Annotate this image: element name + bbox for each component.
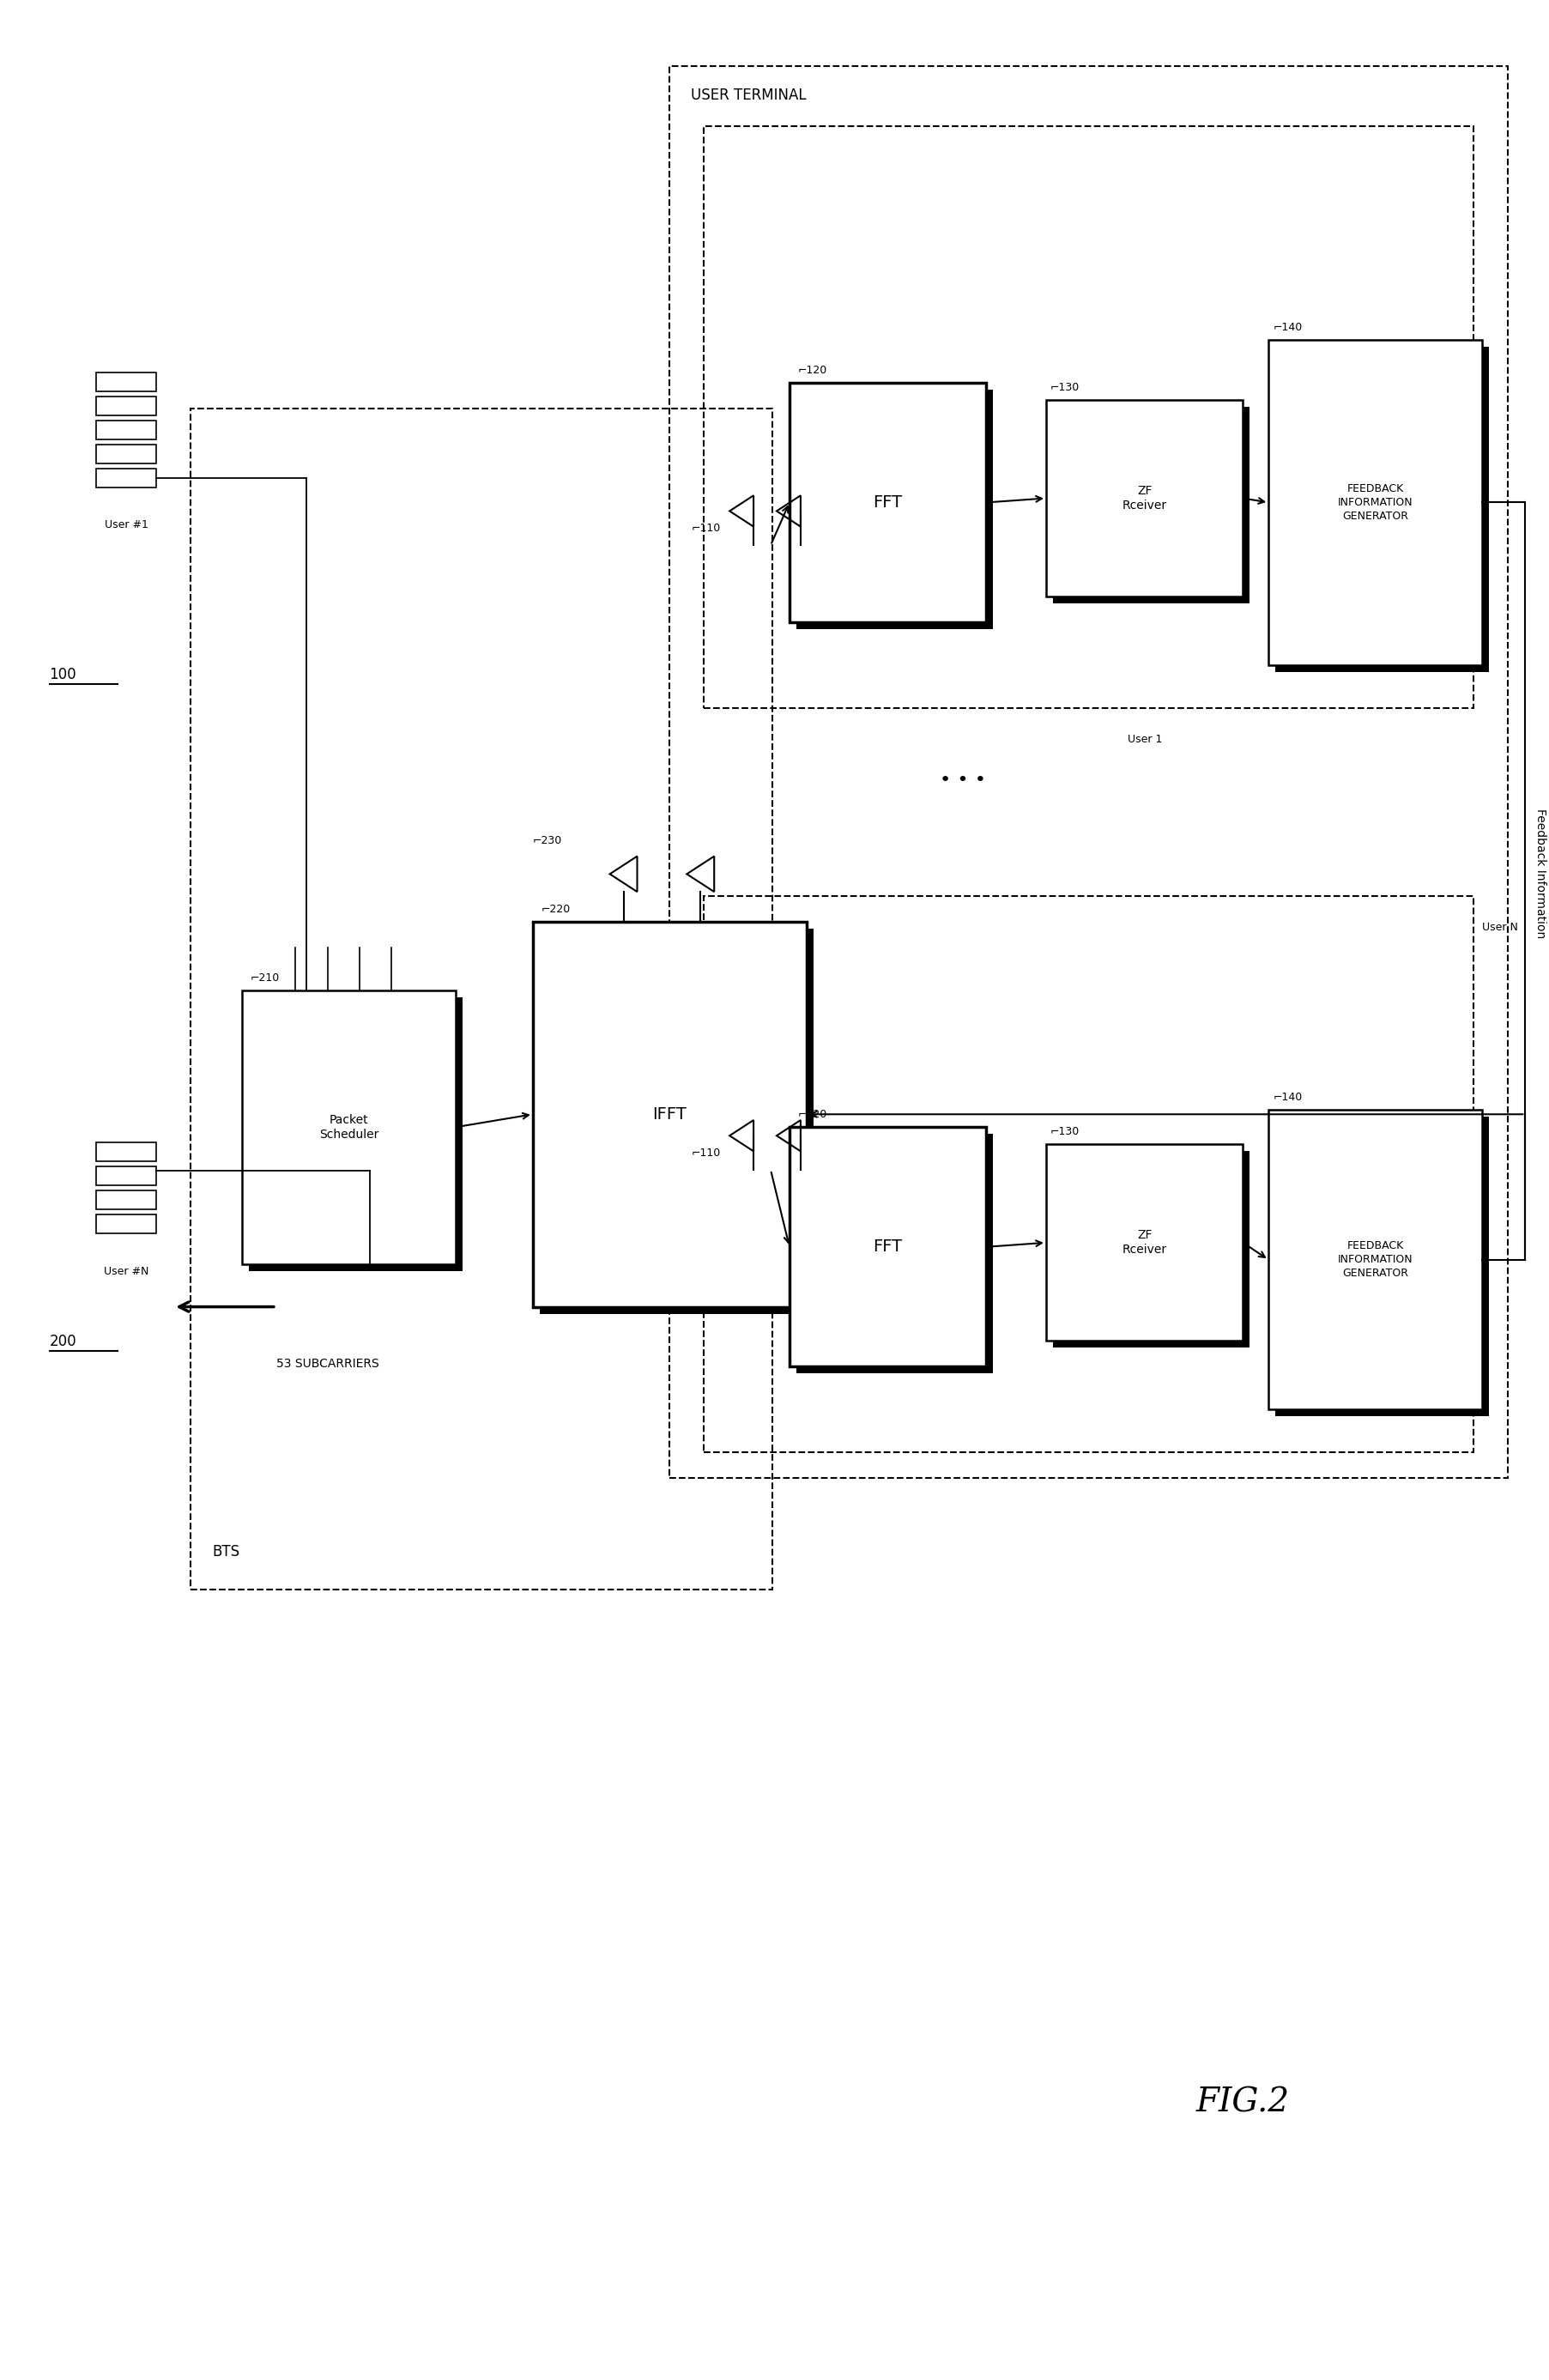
Text: ⌐120: ⌐120 (798, 1109, 827, 1121)
Text: IFFT: IFFT (652, 1107, 686, 1123)
Text: FIG.2: FIG.2 (1196, 2087, 1289, 2118)
Bar (1269, 1109, 1482, 1409)
Bar (796, 1133, 993, 1373)
Bar (669, 67, 1507, 1478)
Text: 200: 200 (50, 1335, 76, 1349)
Bar (539, 928, 813, 1314)
Bar (1275, 1116, 1489, 1416)
Bar (1046, 400, 1242, 597)
Bar (96, 371, 156, 390)
Bar (96, 421, 156, 440)
Text: FFT: FFT (872, 495, 902, 512)
Text: User N: User N (1482, 921, 1518, 933)
Bar (1046, 1145, 1242, 1340)
Bar (191, 409, 771, 1590)
Text: USER TERMINAL: USER TERMINAL (691, 88, 805, 102)
Text: ZF
Rceiver: ZF Rceiver (1121, 486, 1166, 512)
Bar (788, 383, 985, 621)
Text: User #N: User #N (104, 1266, 149, 1278)
Bar (703, 126, 1473, 707)
Bar (242, 990, 455, 1264)
Text: ⌐220: ⌐220 (541, 904, 570, 914)
Text: ⌐120: ⌐120 (798, 364, 827, 376)
Bar (1275, 347, 1489, 671)
Bar (96, 1190, 156, 1209)
Text: ⌐110: ⌐110 (691, 1147, 720, 1159)
Text: ⌐230: ⌐230 (533, 835, 562, 847)
Text: FFT: FFT (872, 1238, 902, 1254)
Bar (1269, 340, 1482, 664)
Bar (96, 469, 156, 488)
Text: ⌐140: ⌐140 (1272, 321, 1301, 333)
Bar (96, 445, 156, 464)
Text: User 1: User 1 (1126, 733, 1162, 745)
Bar (96, 1214, 156, 1233)
Text: ⌐110: ⌐110 (691, 524, 720, 533)
Bar (1052, 1152, 1248, 1347)
Text: • • •: • • • (939, 771, 985, 790)
Text: ⌐140: ⌐140 (1272, 1092, 1301, 1104)
Bar (788, 1128, 985, 1366)
Text: ZF
Rceiver: ZF Rceiver (1121, 1228, 1166, 1257)
Bar (703, 897, 1473, 1452)
Text: ⌐210: ⌐210 (251, 971, 280, 983)
Bar (1052, 407, 1248, 605)
Bar (796, 390, 993, 628)
Bar (533, 921, 805, 1307)
Text: Packet
Scheduler: Packet Scheduler (319, 1114, 378, 1140)
Text: FEEDBACK
INFORMATION
GENERATOR: FEEDBACK INFORMATION GENERATOR (1337, 483, 1413, 521)
Bar (96, 1142, 156, 1161)
Bar (96, 1166, 156, 1185)
Text: 53 SUBCARRIERS: 53 SUBCARRIERS (276, 1359, 378, 1371)
Bar (96, 397, 156, 414)
Bar (249, 997, 463, 1271)
Text: FEEDBACK
INFORMATION
GENERATOR: FEEDBACK INFORMATION GENERATOR (1337, 1240, 1413, 1278)
Text: ⌐130: ⌐130 (1050, 381, 1080, 393)
Text: 100: 100 (50, 666, 76, 683)
Text: ⌐130: ⌐130 (1050, 1126, 1080, 1138)
Text: User #1: User #1 (104, 519, 149, 531)
Text: Feedback Information: Feedback Information (1534, 809, 1546, 938)
Text: BTS: BTS (212, 1545, 240, 1559)
